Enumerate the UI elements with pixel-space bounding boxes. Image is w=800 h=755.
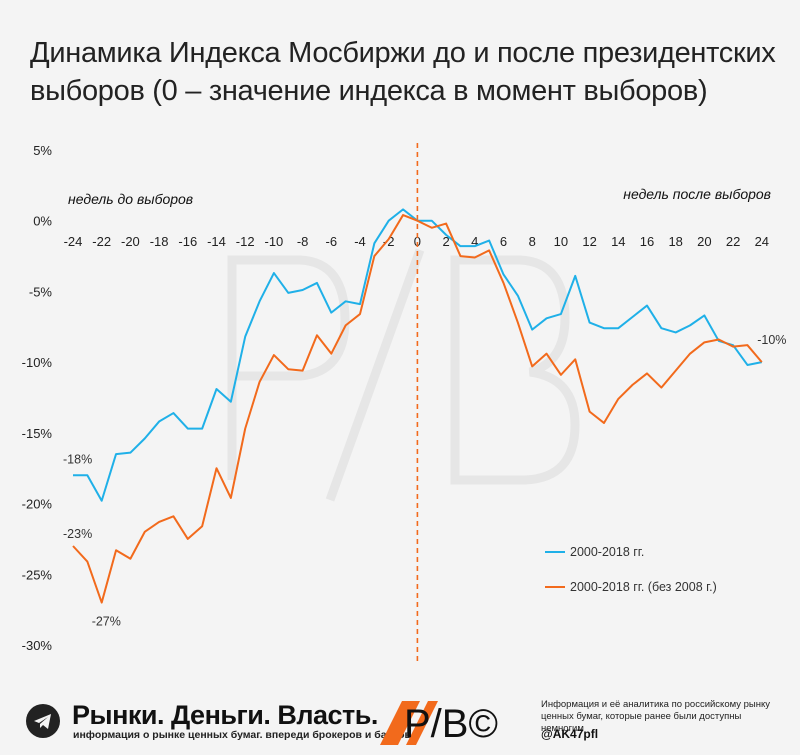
x-tick-label: 2 [442, 234, 449, 249]
x-tick-label: 12 [582, 234, 596, 249]
x-tick-label: -22 [92, 234, 111, 249]
x-tick-label: -24 [64, 234, 83, 249]
x-tick-label: 10 [554, 234, 568, 249]
x-tick-label: -4 [354, 234, 366, 249]
x-tick-label: -18 [150, 234, 169, 249]
data-label: -10% [757, 333, 786, 347]
x-tick-label: 4 [471, 234, 478, 249]
brand-name: Рынки. Деньги. Власть. [72, 700, 378, 730]
x-tick-label: -20 [121, 234, 140, 249]
logo-text: Р/В© [404, 702, 498, 746]
data-label: -18% [63, 452, 92, 466]
y-tick-label: -5% [29, 284, 53, 299]
x-tick-label: -2 [383, 234, 395, 249]
series-line-2 [72, 214, 763, 604]
y-tick-label: -10% [22, 355, 53, 370]
x-tick-label: 20 [697, 234, 711, 249]
data-label: -27% [92, 615, 121, 629]
phase-label-after: недель после выборов [623, 186, 771, 202]
telegram-icon[interactable] [26, 704, 60, 738]
series-layer [72, 208, 763, 604]
x-tick-label: 24 [755, 234, 769, 249]
x-tick-label: -14 [207, 234, 226, 249]
legend-label-2: 2000-2018 гг. (без 2008 г.) [570, 580, 717, 594]
chart-title: Динамика Индекса Мосбиржи до и после пре… [30, 37, 776, 107]
y-tick-label: 5% [33, 143, 52, 158]
data-label: -23% [63, 527, 92, 541]
channel-info: Информация и её аналитика по российскому… [541, 699, 771, 734]
rdv-logo: Р/В© [380, 701, 498, 746]
legend-label-1: 2000-2018 гг. [570, 545, 644, 559]
y-tick-label: -15% [22, 426, 53, 441]
x-tick-label: 16 [640, 234, 654, 249]
phase-label-before: недель до выборов [68, 191, 193, 207]
x-tick-label: -10 [265, 234, 284, 249]
y-tick-label: -25% [22, 567, 53, 582]
x-tick-label: 6 [500, 234, 507, 249]
x-tick-label: -12 [236, 234, 255, 249]
x-tick-label: 8 [529, 234, 536, 249]
x-tick-label: -16 [178, 234, 197, 249]
y-tick-label: -30% [22, 638, 53, 653]
x-tick-label: 14 [611, 234, 625, 249]
legend: 2000-2018 гг. 2000-2018 гг. (без 2008 г.… [545, 545, 717, 594]
x-tick-label: 0 [414, 234, 421, 249]
brand-tagline: информация о рынке ценных бумаг. впереди… [73, 729, 414, 741]
line-chart: 5%0%-5%-10%-15%-20%-25%-30%-24 -22 -20 -18-… [22, 143, 786, 662]
x-tick-label: 18 [668, 234, 682, 249]
x-tick-label: -6 [326, 234, 338, 249]
y-tick-label: -20% [22, 497, 53, 512]
x-tick-label: 22 [726, 234, 740, 249]
watermark-logo [227, 248, 580, 502]
annotations: -18% -23% -27% -10% [63, 333, 786, 628]
y-tick-label: 0% [33, 214, 52, 229]
x-tick-label: -8 [297, 234, 309, 249]
axes: 5%0%-5%-10%-15%-20%-25%-30%-24 -22 -20 -18-… [22, 143, 769, 653]
channel-handle[interactable]: @AK47pfl [541, 727, 599, 741]
